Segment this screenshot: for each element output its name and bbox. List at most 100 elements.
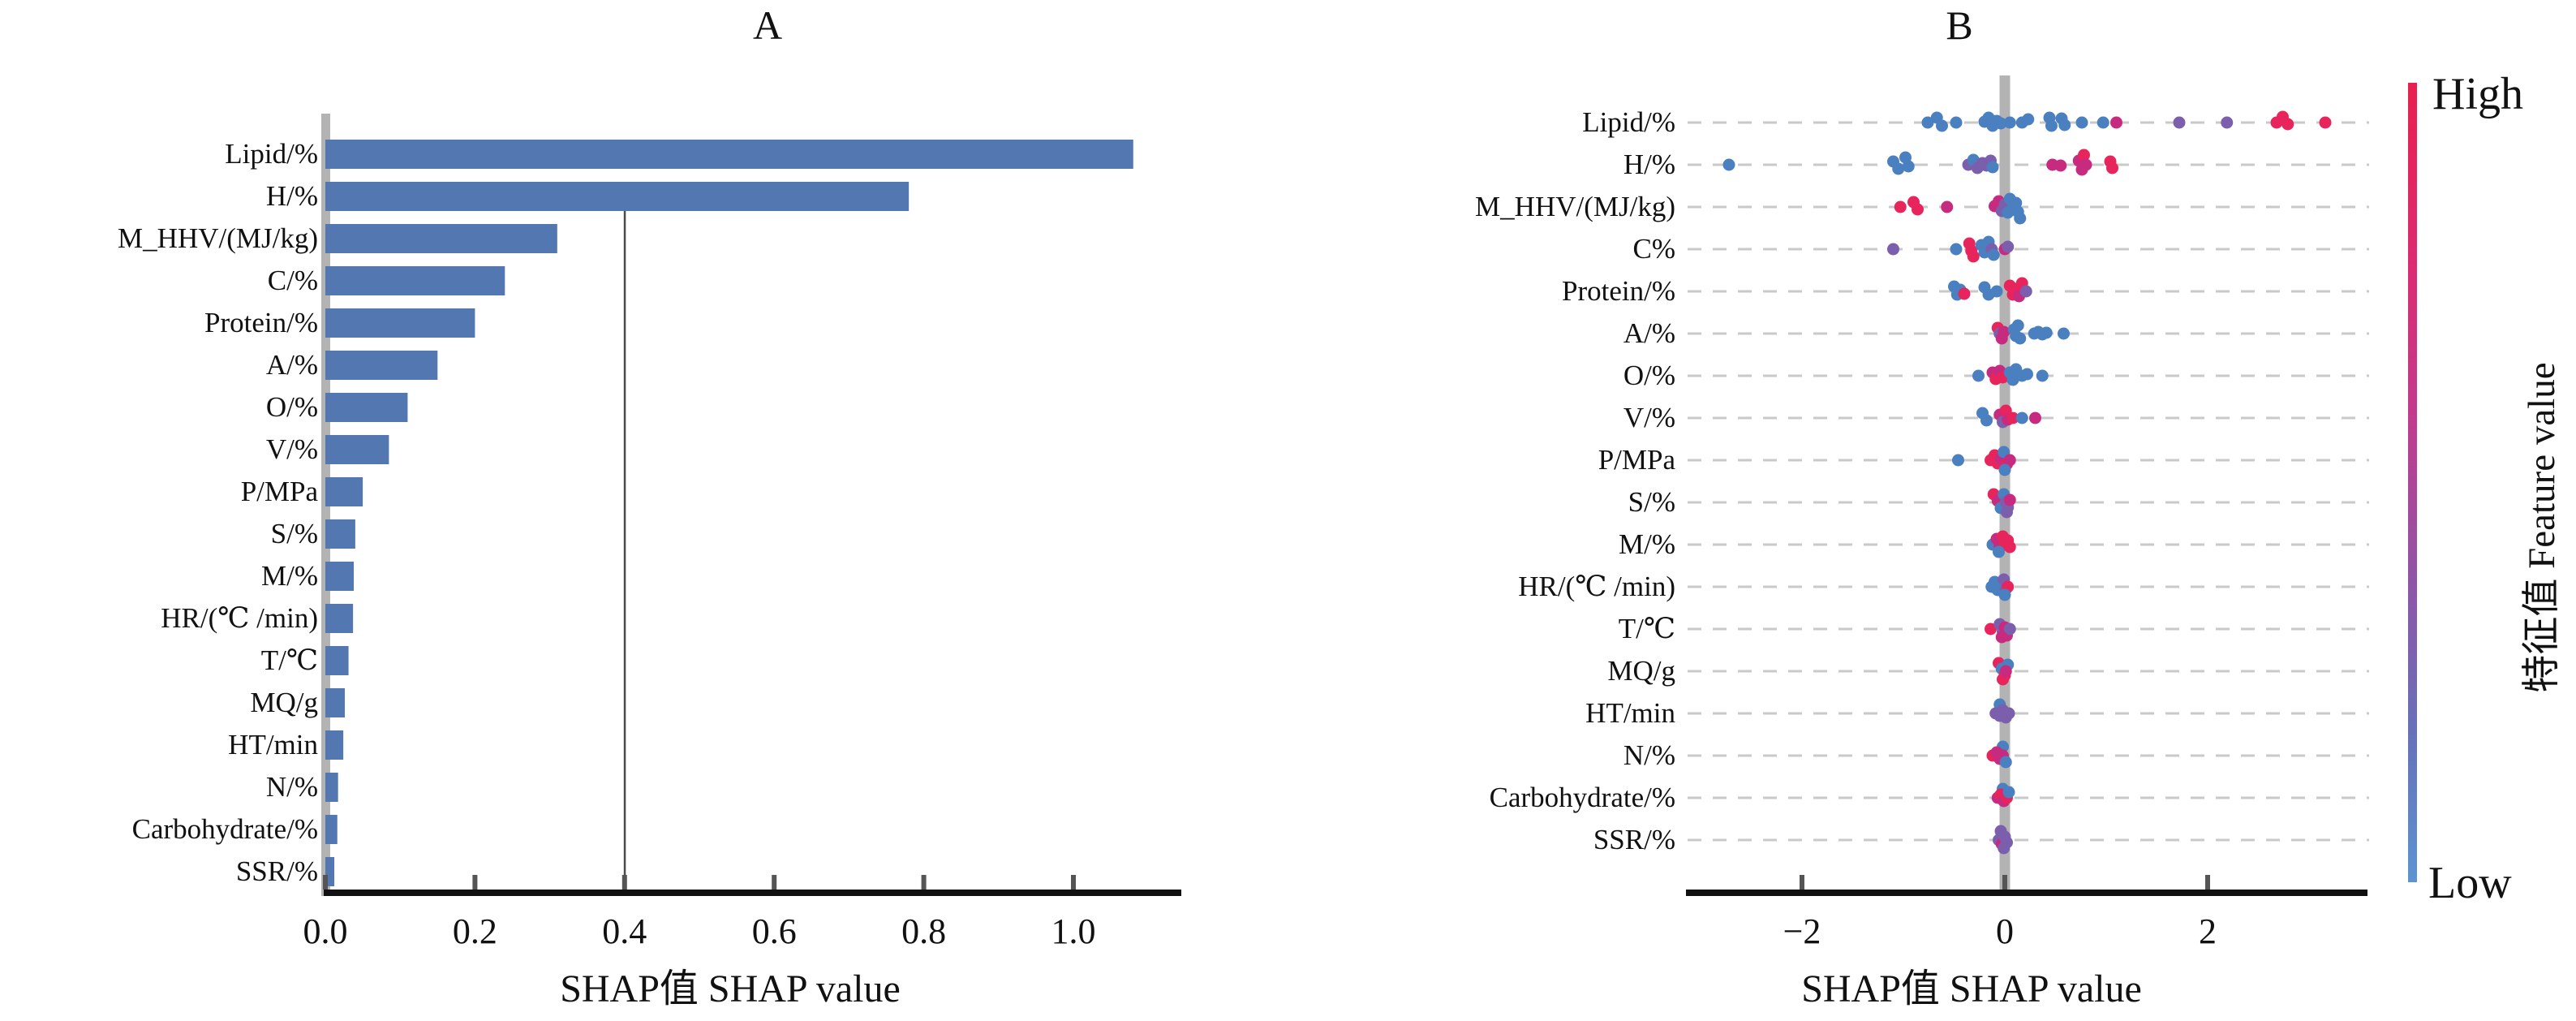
bar bbox=[325, 266, 505, 295]
reference-line bbox=[623, 182, 626, 893]
shap-point bbox=[2002, 786, 2015, 799]
shap-point bbox=[1999, 665, 2012, 678]
shap-point bbox=[2075, 116, 2088, 129]
bar bbox=[325, 857, 335, 886]
x-tick-label: 1.0 bbox=[1051, 911, 1096, 951]
panel-a-plot bbox=[321, 114, 1181, 896]
category-label: M/% bbox=[1619, 528, 1675, 560]
shap-point bbox=[2006, 411, 2019, 424]
bar bbox=[325, 562, 355, 591]
category-label: N/% bbox=[1623, 739, 1675, 771]
category-label: C% bbox=[1632, 233, 1676, 265]
shap-point bbox=[1950, 116, 1963, 129]
category-label: Protein/% bbox=[204, 307, 318, 338]
x-tick-label: 0.2 bbox=[452, 911, 497, 951]
category-label: S/% bbox=[270, 518, 318, 549]
panel-b-title: B bbox=[1946, 2, 1973, 48]
shap-point bbox=[2078, 149, 2090, 162]
category-label: A/% bbox=[265, 349, 318, 381]
colorbar bbox=[2408, 83, 2417, 882]
shap-point bbox=[1985, 623, 1997, 635]
category-label: M_HHV/(MJ/kg) bbox=[118, 222, 318, 254]
x-tick-label: 0.6 bbox=[751, 911, 797, 951]
shap-point bbox=[1921, 116, 1934, 129]
panel-a-title: A bbox=[752, 2, 783, 48]
bar bbox=[325, 815, 338, 844]
category-label: Carbohydrate/% bbox=[1489, 782, 1675, 813]
x-tick-label: 0.4 bbox=[602, 911, 647, 951]
shap-point bbox=[1986, 161, 1999, 174]
shap-point bbox=[2011, 319, 2024, 332]
category-label: T/℃ bbox=[260, 644, 318, 676]
shap-point bbox=[1995, 631, 2008, 644]
shap-point bbox=[1941, 200, 1954, 213]
shap-point bbox=[2058, 118, 2071, 131]
x-axis-tick bbox=[621, 875, 627, 890]
x-axis-tick bbox=[472, 875, 478, 890]
category-label: H/% bbox=[265, 180, 318, 212]
bar bbox=[325, 730, 344, 760]
x-axis-tick bbox=[2205, 875, 2210, 890]
x-axis-tick bbox=[921, 875, 927, 890]
shap-point bbox=[1892, 162, 1905, 175]
bar bbox=[325, 140, 1133, 169]
shap-point bbox=[2003, 493, 2016, 506]
x-axis-line bbox=[324, 890, 1181, 896]
x-tick-label: 0 bbox=[1996, 911, 2014, 951]
colorbar-high-label: High bbox=[2432, 69, 2523, 119]
colorbar-axis-label: 特征值 Feature value bbox=[2521, 362, 2563, 693]
shap-point bbox=[2006, 373, 2019, 386]
shap-point bbox=[2281, 118, 2294, 131]
bar bbox=[325, 182, 910, 211]
shap-point bbox=[2003, 116, 2016, 129]
x-tick-label: −2 bbox=[1783, 911, 1821, 951]
category-label: SSR/% bbox=[235, 855, 318, 887]
shap-point bbox=[2003, 623, 2016, 635]
x-tick-label: 0.8 bbox=[901, 911, 947, 951]
shap-point bbox=[1998, 588, 2011, 601]
category-label: Lipid/% bbox=[1582, 106, 1675, 138]
shap-point bbox=[1987, 248, 2000, 261]
shap-point bbox=[2106, 162, 2118, 174]
shap-point bbox=[2054, 159, 2067, 172]
shap-point bbox=[1998, 463, 2011, 476]
shap-point bbox=[2003, 454, 2016, 467]
shap-point bbox=[2019, 285, 2032, 298]
category-label: C/% bbox=[267, 265, 318, 296]
shap-point bbox=[2045, 119, 2058, 132]
shap-point bbox=[1980, 414, 1993, 427]
shap-point bbox=[1722, 158, 1735, 171]
colorbar-low-label: Low bbox=[2428, 858, 2512, 908]
panel-b-plot bbox=[1686, 75, 2369, 896]
category-label: Lipid/% bbox=[225, 138, 318, 170]
shap-point bbox=[1967, 250, 1980, 263]
category-label: Carbohydrate/% bbox=[131, 813, 318, 845]
category-label: S/% bbox=[1628, 486, 1675, 518]
category-label: M_HHV/(MJ/kg) bbox=[1475, 191, 1675, 222]
x-axis-tick bbox=[1800, 875, 1804, 890]
shap-point bbox=[2002, 240, 2015, 253]
shap-point bbox=[2001, 506, 2013, 519]
x-tick-label: 0.0 bbox=[303, 911, 348, 951]
category-label: V/% bbox=[1623, 402, 1675, 433]
category-label: T/℃ bbox=[1618, 613, 1675, 644]
category-label: HR/(℃ /min) bbox=[161, 602, 318, 634]
category-label: O/% bbox=[265, 391, 318, 423]
shap-point bbox=[2079, 158, 2092, 171]
shap-point bbox=[2021, 368, 2033, 381]
shap-point bbox=[1998, 842, 2010, 855]
bar bbox=[325, 435, 389, 464]
category-label: V/% bbox=[265, 433, 318, 465]
shap-point bbox=[2058, 327, 2070, 340]
x-axis-tick bbox=[323, 875, 328, 890]
category-label: MQ/g bbox=[250, 687, 318, 718]
shap-point bbox=[1912, 203, 1924, 216]
panel-a-xaxis-title: SHAP值 SHAP value bbox=[560, 967, 901, 1010]
shap-point bbox=[1936, 119, 1948, 132]
category-label: P/MPa bbox=[1598, 444, 1675, 476]
bar bbox=[325, 477, 363, 506]
bar bbox=[325, 224, 557, 253]
shap-point bbox=[2029, 411, 2041, 424]
